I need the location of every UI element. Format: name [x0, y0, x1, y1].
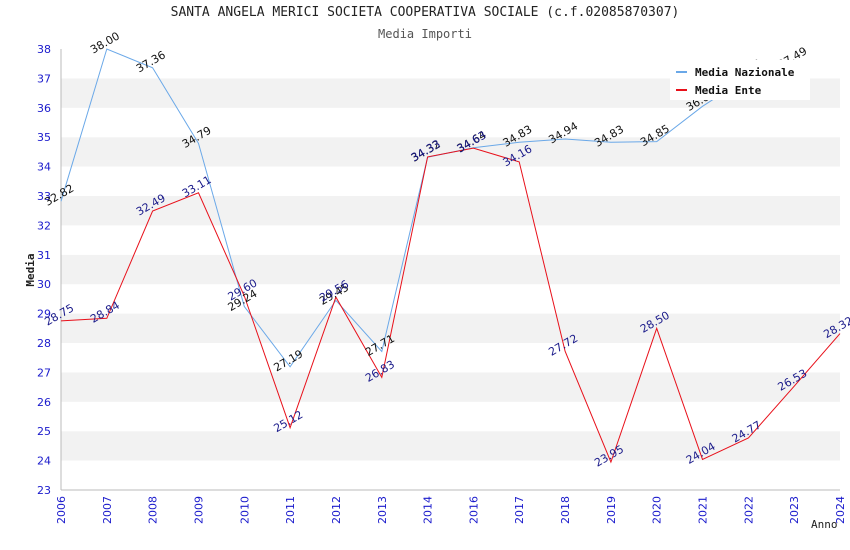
grid-band — [61, 107, 840, 138]
y-tick-label: 37 — [37, 72, 51, 85]
y-axis-label: Media — [24, 253, 37, 286]
series-lines — [60, 48, 841, 464]
y-tick-label: 24 — [37, 455, 51, 468]
grid-band — [61, 313, 840, 343]
x-tick-label: 2019 — [605, 496, 618, 524]
y-tick-label: 23 — [37, 484, 51, 497]
x-tick-label: 2021 — [697, 496, 710, 524]
y-tick-label: 28 — [37, 337, 51, 350]
x-tick-label: 2011 — [284, 496, 297, 524]
grid-band — [61, 225, 840, 255]
grid-band — [61, 372, 840, 402]
y-tick-label: 33 — [37, 190, 51, 203]
legend: Media Nazionale Media Ente — [670, 60, 810, 100]
grid-band — [61, 460, 840, 490]
x-tick-label: 2007 — [101, 496, 114, 524]
x-tick-label: 2013 — [376, 496, 389, 524]
x-tick-label: 2020 — [651, 496, 664, 524]
legend-item-ente: Media Ente — [676, 83, 761, 97]
x-tick-label: 2022 — [742, 496, 755, 524]
series-line-1 — [60, 147, 841, 464]
x-tick-label: 2006 — [55, 496, 68, 524]
y-tick-label: 34 — [37, 161, 51, 174]
x-tick-label: 2016 — [467, 496, 480, 524]
x-axis-label: Anno — [811, 518, 838, 531]
y-tick-label: 36 — [37, 102, 51, 115]
y-tick-label: 25 — [37, 425, 51, 438]
grid-band — [61, 343, 840, 373]
grid-band — [61, 196, 840, 226]
y-tick-label: 31 — [37, 249, 51, 262]
x-tick-label: 2017 — [513, 496, 526, 524]
x-tick-label: 2009 — [192, 496, 205, 524]
grid-band — [61, 284, 840, 314]
chart-title: SANTA ANGELA MERICI SOCIETA COOPERATIVA … — [170, 5, 680, 20]
grid-band — [61, 137, 840, 167]
x-tick-label: 2010 — [238, 496, 251, 524]
y-tick-label: 27 — [37, 366, 51, 379]
y-tick-label: 32 — [37, 219, 51, 232]
y-tick-label: 26 — [37, 396, 51, 409]
grid-band — [61, 254, 840, 285]
chart-subtitle: Media Importi — [378, 27, 472, 41]
grid-band — [61, 166, 840, 196]
legend-item-nazionale: Media Nazionale — [676, 65, 794, 79]
legend-swatch-ente — [676, 89, 687, 91]
grid-band — [61, 401, 840, 432]
legend-label-nazionale: Media Nazionale — [695, 65, 795, 79]
legend-label-ente: Media Ente — [695, 83, 762, 97]
grid-band — [61, 431, 840, 461]
y-tick-label: 38 — [37, 43, 51, 56]
y-tick-label: 29 — [37, 308, 51, 321]
x-tick-label: 2008 — [147, 496, 160, 524]
x-tick-label: 2014 — [422, 496, 435, 524]
grid-bands — [61, 49, 840, 490]
legend-swatch-nazionale — [676, 71, 687, 73]
x-tick-label: 2024 — [834, 496, 847, 524]
x-tick-label: 2018 — [559, 496, 572, 524]
y-tick-label: 30 — [37, 278, 51, 291]
x-tick-label: 2023 — [788, 496, 801, 524]
y-tick-label: 35 — [37, 131, 51, 144]
axes: 23 24 25 26 27 28 29 30 31 32 33 34 35 36 37 38 2006 2007… — [37, 43, 847, 524]
x-tick-label: 2012 — [330, 496, 343, 524]
